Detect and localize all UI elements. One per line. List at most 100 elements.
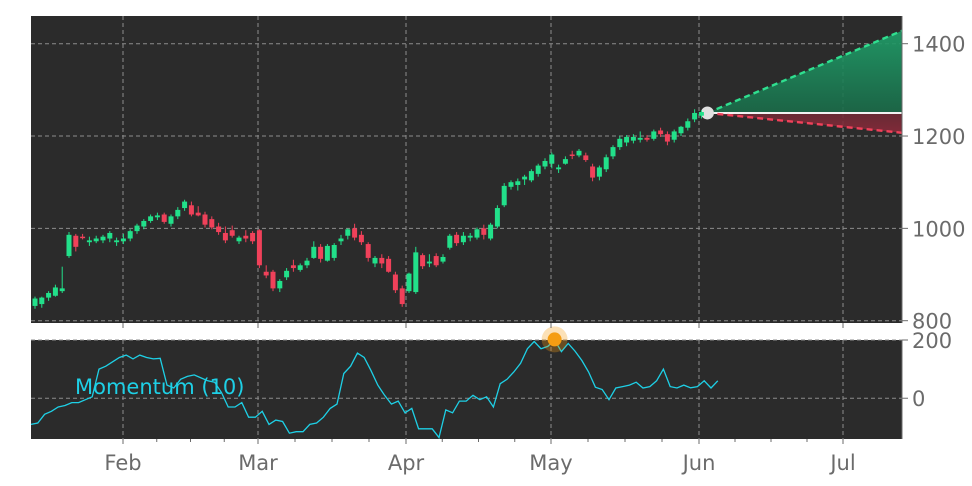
forecast-cone [700,29,903,134]
candle [481,224,487,240]
candle [100,234,106,244]
candle [549,152,555,169]
candle [624,135,630,147]
candle-body [392,274,398,291]
candle-body [664,134,670,142]
x-tick-label: Feb [104,451,141,475]
candle-body [46,292,52,298]
candle-body [508,182,514,187]
candle-body [556,167,562,170]
candle [467,232,473,242]
candle [222,226,228,244]
candle-body [583,155,589,161]
candle [318,244,324,263]
candle [86,236,92,246]
candle-body [188,205,194,215]
candle [148,214,154,223]
candle-body [358,234,364,243]
candle [202,211,208,228]
candle [73,233,79,252]
candle-body [324,245,330,261]
forecast-lower-area [707,112,902,133]
x-tick-label: Apr [388,451,425,475]
candle [440,254,446,264]
candle-body [685,121,691,128]
candle [630,134,636,144]
momentum-line [30,338,719,439]
candle-body [426,261,432,264]
candle [358,231,364,245]
candle-body [651,131,657,139]
candle [610,145,616,160]
candle-body [630,136,636,141]
candle [93,235,99,244]
candle [637,131,643,143]
candle-body [216,226,222,233]
candle [522,174,528,185]
candle-body [617,138,623,148]
candle-body [474,229,480,238]
candle-body [195,212,201,216]
candle-body [535,165,541,174]
candle-body [209,219,215,228]
price-grid [31,16,902,323]
momentum-grid [31,339,902,439]
candle-body [420,255,426,267]
candle [107,231,113,243]
candle [698,110,704,119]
candle [229,225,235,238]
candle-body [161,214,167,222]
candle [420,253,426,269]
candle [120,233,126,245]
candle-body [66,234,72,257]
candle [127,229,133,242]
candle [447,233,453,250]
momentum-y-tick-label: 0 [912,387,925,411]
candle-body [596,167,602,177]
candle-body [447,235,453,248]
candle-body [515,181,521,185]
candle-body [318,246,324,259]
candle [331,243,337,261]
candle-body [175,209,181,217]
candle [277,279,283,293]
candle-body [644,137,650,140]
candlestick-series [32,109,704,309]
candle [658,127,664,137]
candle-body [80,236,86,239]
candle-body [386,258,392,272]
candle [134,223,140,234]
candle [39,296,45,308]
candle [304,257,310,269]
candle-body [365,244,371,258]
candle-body [141,220,147,227]
candle-body [671,131,677,140]
candle-body [134,225,140,232]
candle-body [433,256,439,266]
candle-body [522,176,528,180]
candle-body [222,232,228,241]
candle-body [114,240,120,243]
candle [168,214,174,227]
candle-body [100,236,106,241]
candle-body [148,216,154,221]
candle-body [250,232,256,242]
candle-body [678,126,684,134]
candle [508,180,514,190]
candle [297,263,303,272]
candle [692,109,698,123]
momentum-y-axis: 0 200 [901,329,952,439]
candle [250,231,256,245]
candle-body [569,154,575,156]
candle [685,118,691,131]
candle [345,228,351,240]
candle-body [256,230,262,266]
candle [52,284,58,297]
candle-body [590,166,596,178]
candle [576,148,582,158]
candle-body [352,228,358,238]
candle [454,232,460,246]
candle-body [454,234,460,244]
candle-body [549,154,555,164]
